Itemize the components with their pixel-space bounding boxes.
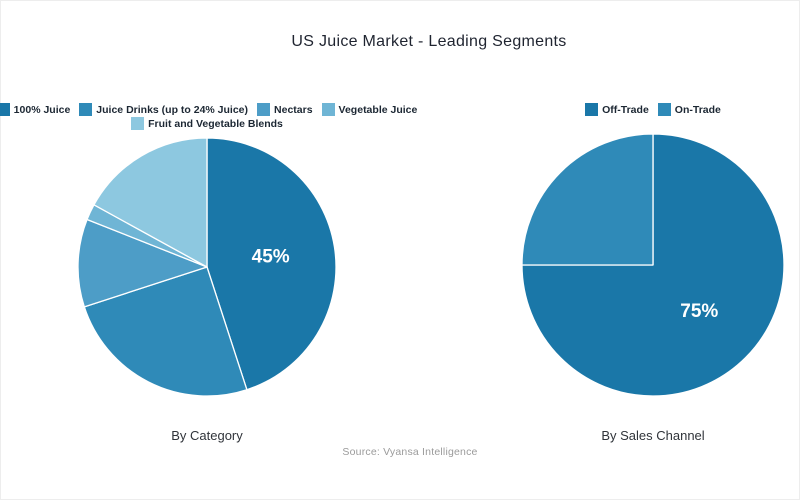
legend-item: Fruit and Vegetable Blends: [131, 117, 283, 130]
legend-swatch-icon: [585, 103, 599, 116]
pie-chart-by-category: 45%: [77, 137, 337, 397]
legend-label: Juice Drinks (up to 24% Juice): [96, 103, 249, 116]
chart-title: US Juice Market - Leading Segments: [291, 33, 567, 50]
legend-swatch-icon: [257, 103, 271, 116]
legend-by-category: 100% Juice Juice Drinks (up to 24% Juice)…: [0, 103, 417, 130]
legend-row: 100% Juice Juice Drinks (up to 24% Juice)…: [0, 103, 417, 116]
legend-row: Off-Trade On-Trade: [585, 103, 721, 116]
legend-item: Vegetable Juice: [321, 103, 418, 116]
pie-data-label: 75%: [680, 301, 718, 322]
legend-label: On-Trade: [674, 103, 721, 116]
legend-item: Nectars: [257, 103, 313, 116]
legend-label: 100% Juice: [13, 103, 71, 116]
legend-by-sales-channel: Off-Trade On-Trade: [553, 103, 753, 116]
legend-swatch-icon: [0, 103, 10, 116]
legend-item: 100% Juice: [0, 103, 70, 116]
pie-slice: [521, 133, 654, 266]
legend-label: Off-Trade: [602, 103, 649, 116]
pie-slice: [206, 137, 337, 391]
pie-slice: [83, 266, 248, 397]
pie-slice: [521, 133, 785, 397]
caption-by-category: By Category: [171, 428, 243, 443]
source-attribution: Source: Vyansa Intelligence: [342, 446, 478, 458]
legend-label: Fruit and Vegetable Blends: [148, 117, 283, 130]
legend-swatch-icon: [321, 103, 335, 116]
pie-data-label: 45%: [252, 246, 290, 267]
legend-item: Off-Trade: [585, 103, 649, 116]
legend-swatch-icon: [131, 117, 145, 130]
legend-row: Fruit and Vegetable Blends: [131, 117, 283, 130]
legend-swatch-icon: [79, 103, 93, 116]
legend-label: Vegetable Juice: [338, 103, 418, 116]
legend-item: Juice Drinks (up to 24% Juice): [79, 103, 248, 116]
pie-slice: [77, 218, 208, 308]
pie-chart-by-sales-channel: 75%: [521, 133, 785, 397]
legend-swatch-icon: [657, 103, 671, 116]
legend-item: On-Trade: [657, 103, 721, 116]
pie-slice: [93, 137, 208, 268]
legend-label: Nectars: [274, 103, 313, 116]
caption-by-sales-channel: By Sales Channel: [601, 428, 705, 443]
